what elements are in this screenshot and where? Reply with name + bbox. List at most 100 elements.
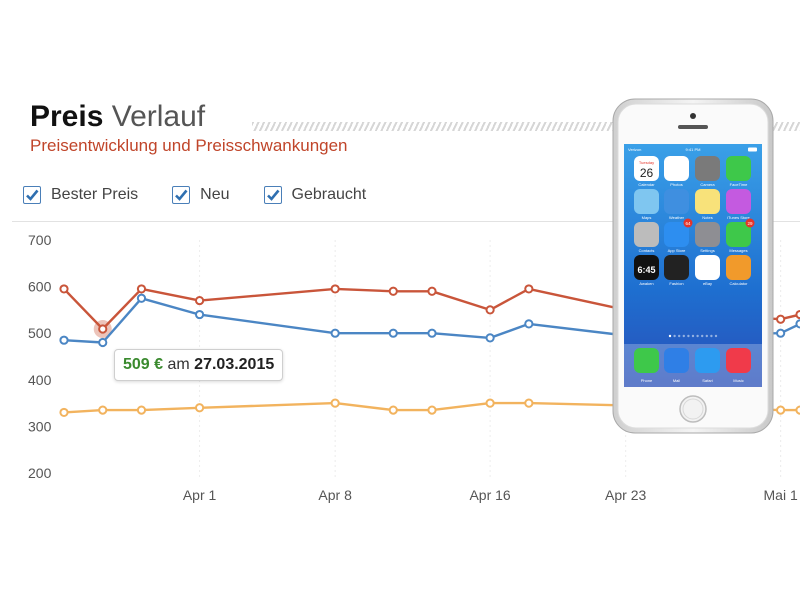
data-point bbox=[388, 405, 398, 415]
app-label: Calendar bbox=[638, 182, 655, 187]
check-icon bbox=[26, 189, 39, 201]
data-point bbox=[59, 407, 69, 418]
data-point bbox=[795, 405, 800, 415]
app-label: Calculator bbox=[729, 281, 748, 286]
x-tick-label: Apr 1 bbox=[183, 487, 217, 503]
data-point bbox=[427, 405, 437, 415]
y-tick-label: 400 bbox=[28, 372, 52, 388]
dock-label: Mail bbox=[673, 378, 680, 383]
calendar-date: 26 bbox=[640, 166, 654, 180]
page-dot bbox=[701, 334, 704, 338]
phone-icon bbox=[634, 348, 659, 373]
data-point bbox=[194, 309, 205, 320]
data-point bbox=[59, 335, 69, 345]
app-label: Maps bbox=[642, 215, 652, 220]
iphone-image: Verizon 9:41 PM Calendar Photos Camera FaceTi… bbox=[612, 98, 774, 434]
data-point bbox=[136, 405, 147, 415]
page-dot bbox=[673, 334, 676, 338]
data-point bbox=[776, 328, 786, 338]
app-label: Settings bbox=[700, 248, 714, 253]
data-point bbox=[524, 284, 534, 294]
home-button-icon bbox=[679, 395, 707, 423]
hatch-decoration bbox=[252, 122, 800, 131]
dock-label: Phone bbox=[641, 378, 653, 383]
x-tick-label: Apr 23 bbox=[605, 487, 646, 503]
data-point bbox=[776, 405, 786, 415]
data-point bbox=[524, 398, 534, 408]
data-point bbox=[388, 328, 398, 338]
checkbox-neu[interactable] bbox=[172, 186, 191, 204]
contacts-icon bbox=[634, 222, 659, 247]
checkbox-gebraucht[interactable] bbox=[263, 186, 282, 204]
data-point bbox=[194, 403, 205, 413]
page-dot bbox=[710, 334, 713, 338]
checkbox-bester-preis[interactable] bbox=[23, 186, 41, 204]
page-dot bbox=[714, 334, 718, 338]
page-dot bbox=[696, 334, 699, 338]
y-tick-label: 500 bbox=[28, 325, 52, 341]
y-tick-label: 700 bbox=[28, 232, 52, 248]
tooltip-connector: am bbox=[163, 356, 195, 373]
legend-item-gebraucht[interactable]: Gebraucht bbox=[263, 186, 366, 204]
legend-divider bbox=[12, 221, 800, 222]
legend-item-neu[interactable]: Neu bbox=[172, 186, 230, 204]
settings-icon bbox=[695, 222, 720, 247]
chart-header: Preis Verlauf Preisentwicklung und Preis… bbox=[30, 100, 348, 156]
chart-title: Preis Verlauf bbox=[30, 100, 348, 134]
app-label: iTunes Store bbox=[727, 215, 750, 220]
app-label: Messages bbox=[729, 248, 747, 253]
page-dot bbox=[705, 334, 708, 338]
data-point bbox=[98, 337, 108, 348]
page-dot bbox=[668, 334, 672, 338]
itunes-icon bbox=[726, 189, 751, 214]
badge-icon bbox=[745, 218, 755, 228]
app-label: eBay bbox=[703, 281, 712, 286]
dock-label: Safari bbox=[702, 378, 713, 383]
data-point bbox=[485, 398, 495, 408]
data-point bbox=[98, 405, 108, 415]
status-time: 9:41 PM bbox=[686, 147, 701, 152]
badge-icon bbox=[683, 218, 693, 228]
data-point bbox=[776, 314, 786, 324]
data-point bbox=[485, 305, 495, 315]
chart-subtitle: Preisentwicklung und Preisschwankungen bbox=[30, 136, 348, 155]
battery-icon bbox=[748, 147, 757, 152]
app-label: App Store bbox=[668, 248, 687, 253]
tooltip-price: 509 € bbox=[123, 356, 164, 373]
check-icon bbox=[175, 189, 188, 201]
legend-item-bester-preis[interactable]: Bester Preis bbox=[23, 186, 138, 204]
dock-label: Music bbox=[733, 378, 743, 383]
data-point bbox=[136, 293, 147, 303]
data-point bbox=[388, 286, 398, 296]
data-point bbox=[795, 309, 800, 320]
iphone-illustration: Verizon 9:41 PM Calendar Photos Camera FaceTi… bbox=[612, 98, 774, 434]
mail-icon bbox=[664, 348, 689, 373]
ebay-icon bbox=[695, 255, 720, 280]
legend-label: Bester Preis bbox=[51, 186, 139, 203]
y-tick-label: 600 bbox=[28, 279, 52, 295]
camera-icon bbox=[695, 156, 720, 181]
data-point bbox=[59, 284, 69, 294]
notes-icon bbox=[695, 189, 720, 214]
price-tooltip: 509 € am 27.03.2015 bbox=[114, 349, 284, 381]
app-label: Contacts bbox=[639, 248, 655, 253]
facetime-icon bbox=[726, 156, 751, 181]
clock-icon bbox=[634, 255, 659, 280]
calculator-icon bbox=[726, 255, 751, 280]
app-label: Photos bbox=[670, 182, 682, 187]
app-badge: 64 bbox=[685, 221, 691, 226]
data-point bbox=[427, 286, 437, 296]
data-point bbox=[330, 398, 340, 408]
safari-icon bbox=[695, 348, 720, 373]
weather-icon bbox=[664, 189, 689, 214]
clock-text: 6:45 bbox=[637, 265, 655, 275]
data-point bbox=[485, 333, 495, 343]
app-label: Notes bbox=[702, 215, 712, 220]
app-label: Weather bbox=[669, 215, 685, 220]
title-bold: Preis bbox=[30, 100, 104, 133]
page-dot bbox=[687, 334, 690, 338]
front-camera-icon bbox=[690, 113, 696, 119]
data-point bbox=[524, 319, 534, 329]
calendar-icon bbox=[634, 156, 659, 181]
check-icon bbox=[266, 189, 280, 201]
